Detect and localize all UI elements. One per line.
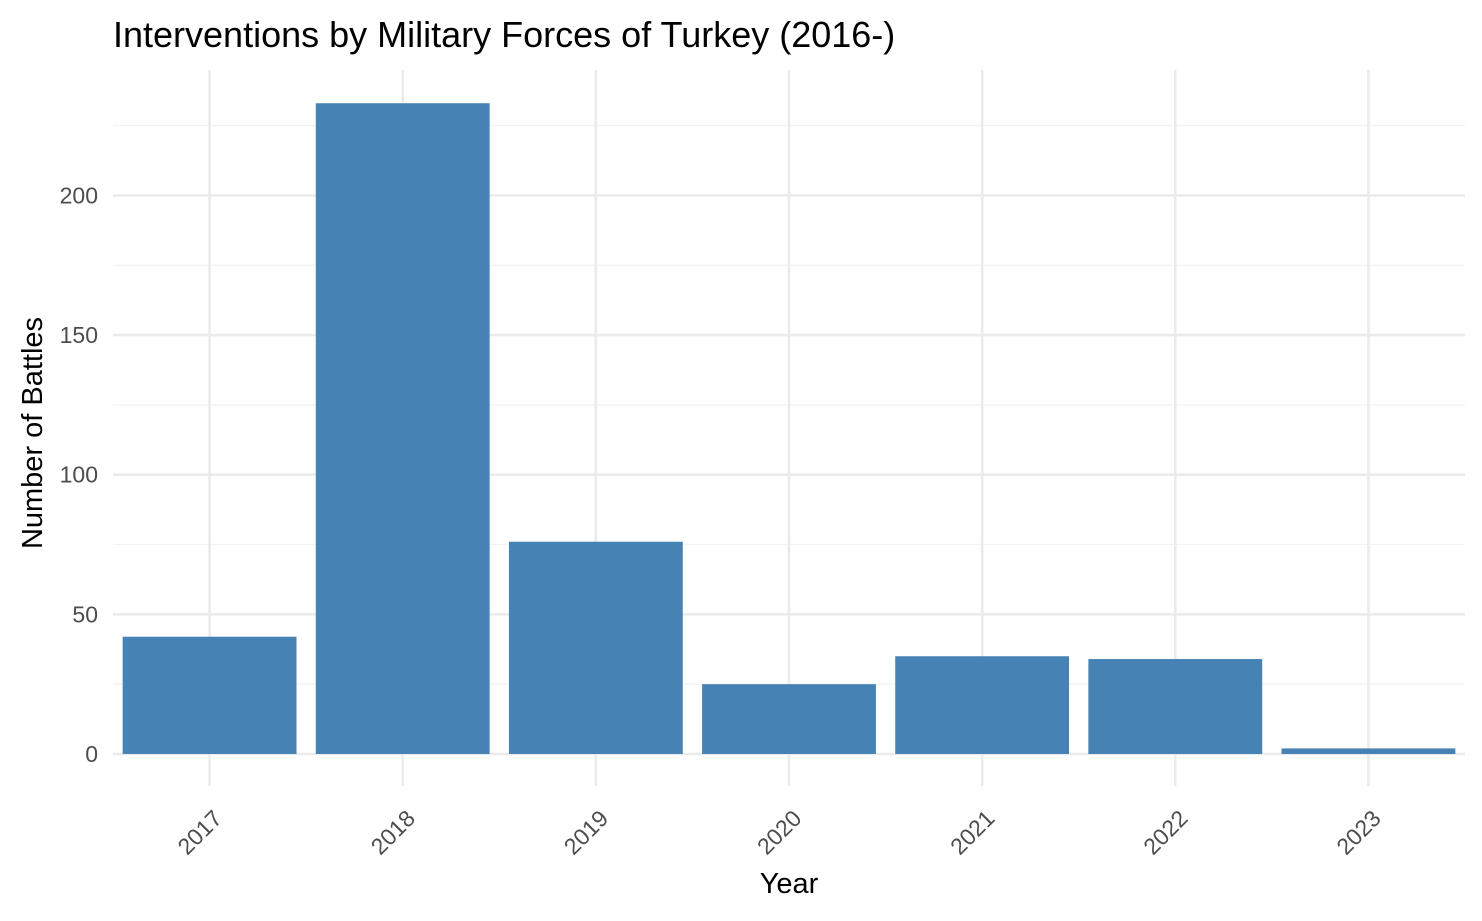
y-axis-title: Number of Battles — [17, 317, 49, 549]
y-tick-label: 100 — [60, 462, 98, 488]
x-tick-label: 2019 — [559, 805, 614, 860]
chart-title: Interventions by Military Forces of Turk… — [113, 14, 895, 55]
y-tick-label: 200 — [60, 182, 98, 208]
y-tick-label: 150 — [60, 322, 98, 348]
x-axis-ticks: 2017 2018 2019 2020 2021 2022 2023 — [172, 805, 1385, 860]
x-tick-label: 2018 — [366, 805, 421, 860]
x-tick-label: 2021 — [945, 805, 1000, 860]
bars — [122, 103, 1456, 754]
x-tick-label: 2020 — [752, 805, 807, 860]
x-axis-title: Year — [760, 868, 819, 900]
bar — [508, 541, 683, 754]
bar — [1281, 748, 1456, 754]
y-tick-label: 50 — [72, 601, 98, 627]
y-axis-ticks: 0 50 100 150 200 — [60, 182, 98, 767]
bar — [702, 684, 876, 754]
x-tick-label: 2022 — [1138, 805, 1193, 860]
y-tick-label: 0 — [85, 741, 98, 767]
bar — [315, 103, 490, 754]
x-tick-label: 2023 — [1331, 805, 1386, 860]
bar — [122, 636, 297, 754]
bar — [895, 656, 1070, 754]
bar — [1088, 659, 1263, 754]
x-tick-label: 2017 — [172, 805, 227, 860]
